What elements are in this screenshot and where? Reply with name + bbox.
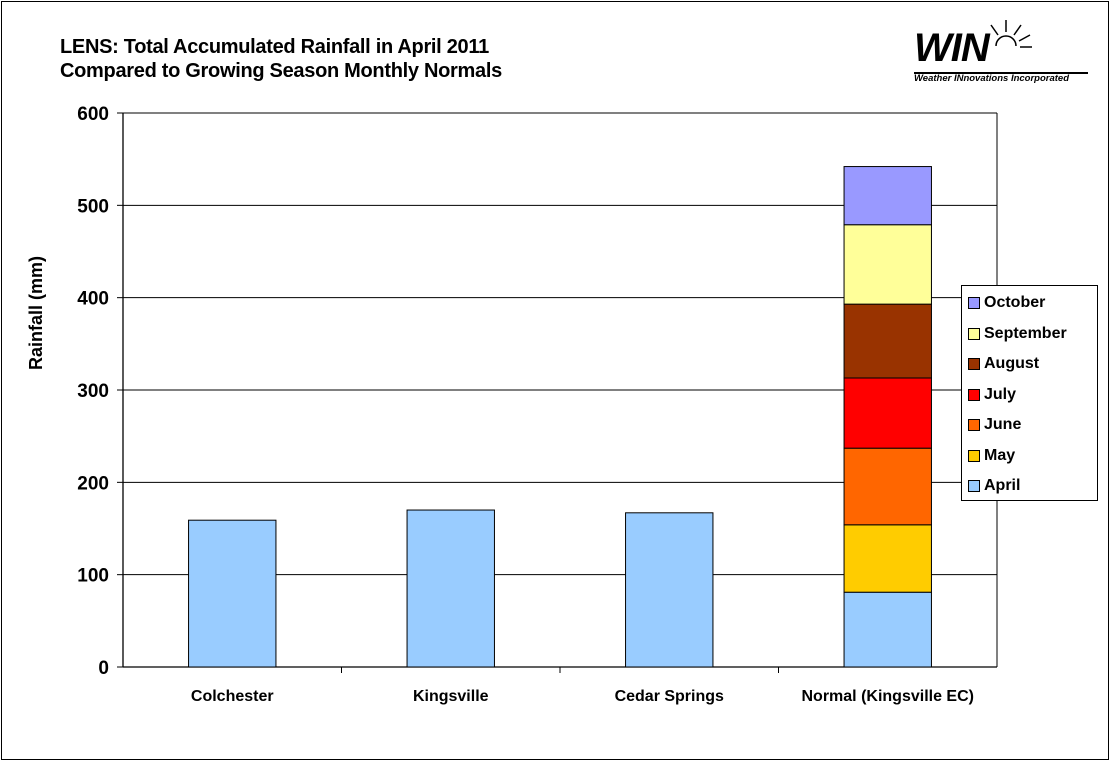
legend-label: June	[984, 416, 1022, 433]
legend-item-october: October	[968, 292, 1045, 314]
legend-swatch	[968, 419, 980, 431]
y-tick-label: 500	[77, 196, 109, 217]
y-tick-label: 200	[77, 473, 109, 494]
bar-may	[843, 524, 932, 593]
bar-august	[843, 303, 932, 379]
legend-item-may: May	[968, 445, 1015, 467]
chart-title-line-2: Compared to Growing Season Monthly Norma…	[60, 60, 502, 82]
y-tick-label: 100	[77, 566, 109, 587]
bar-september	[843, 224, 932, 305]
legend-swatch	[968, 358, 980, 370]
legend-swatch	[968, 449, 980, 462]
bar-april	[188, 519, 277, 668]
legend-label: August	[984, 355, 1040, 372]
x-tick-label: Cedar Springs	[615, 688, 724, 705]
bar-april	[625, 512, 714, 668]
legend-item-august: August	[968, 353, 1039, 375]
x-tick-label: Colchester	[191, 688, 274, 705]
legend-label: April	[984, 477, 1021, 494]
legend-item-july: July	[968, 384, 1016, 406]
x-tick-label: Normal (Kingsville EC)	[802, 688, 974, 705]
legend-swatch	[968, 327, 980, 340]
win-logo: WIN Weather INnovations Incorporated	[912, 16, 1102, 88]
legend-item-june: June	[968, 414, 1021, 436]
legend-label: September	[984, 324, 1067, 342]
y-tick-label: 0	[98, 658, 109, 679]
legend-item-april: April	[968, 475, 1020, 497]
y-tick-label: 400	[77, 289, 109, 310]
chart-legend: October September August July June May April	[961, 285, 1098, 501]
legend-swatch	[968, 297, 980, 309]
legend-item-september: September	[968, 323, 1067, 345]
y-tick-label: 300	[77, 381, 109, 402]
bar-april	[843, 591, 932, 668]
y-tick-label: 600	[77, 104, 109, 125]
logo-wordmark: WIN	[914, 26, 990, 70]
chart-title-line-1: LENS: Total Accumulated Rainfall in Apri…	[60, 36, 489, 58]
bar-july	[843, 377, 932, 449]
bar-april	[406, 509, 495, 668]
bar-june	[843, 447, 932, 526]
logo-subtitle: Weather INnovations Incorporated	[914, 73, 1070, 84]
x-tick-label: Kingsville	[413, 688, 489, 705]
sun-icon	[990, 20, 1032, 48]
legend-swatch	[968, 480, 980, 492]
legend-label: May	[984, 446, 1016, 464]
legend-swatch	[968, 388, 980, 401]
legend-label: October	[984, 294, 1046, 311]
bar-october	[843, 166, 932, 226]
logo-rule	[914, 72, 1088, 74]
legend-label: July	[984, 385, 1017, 403]
